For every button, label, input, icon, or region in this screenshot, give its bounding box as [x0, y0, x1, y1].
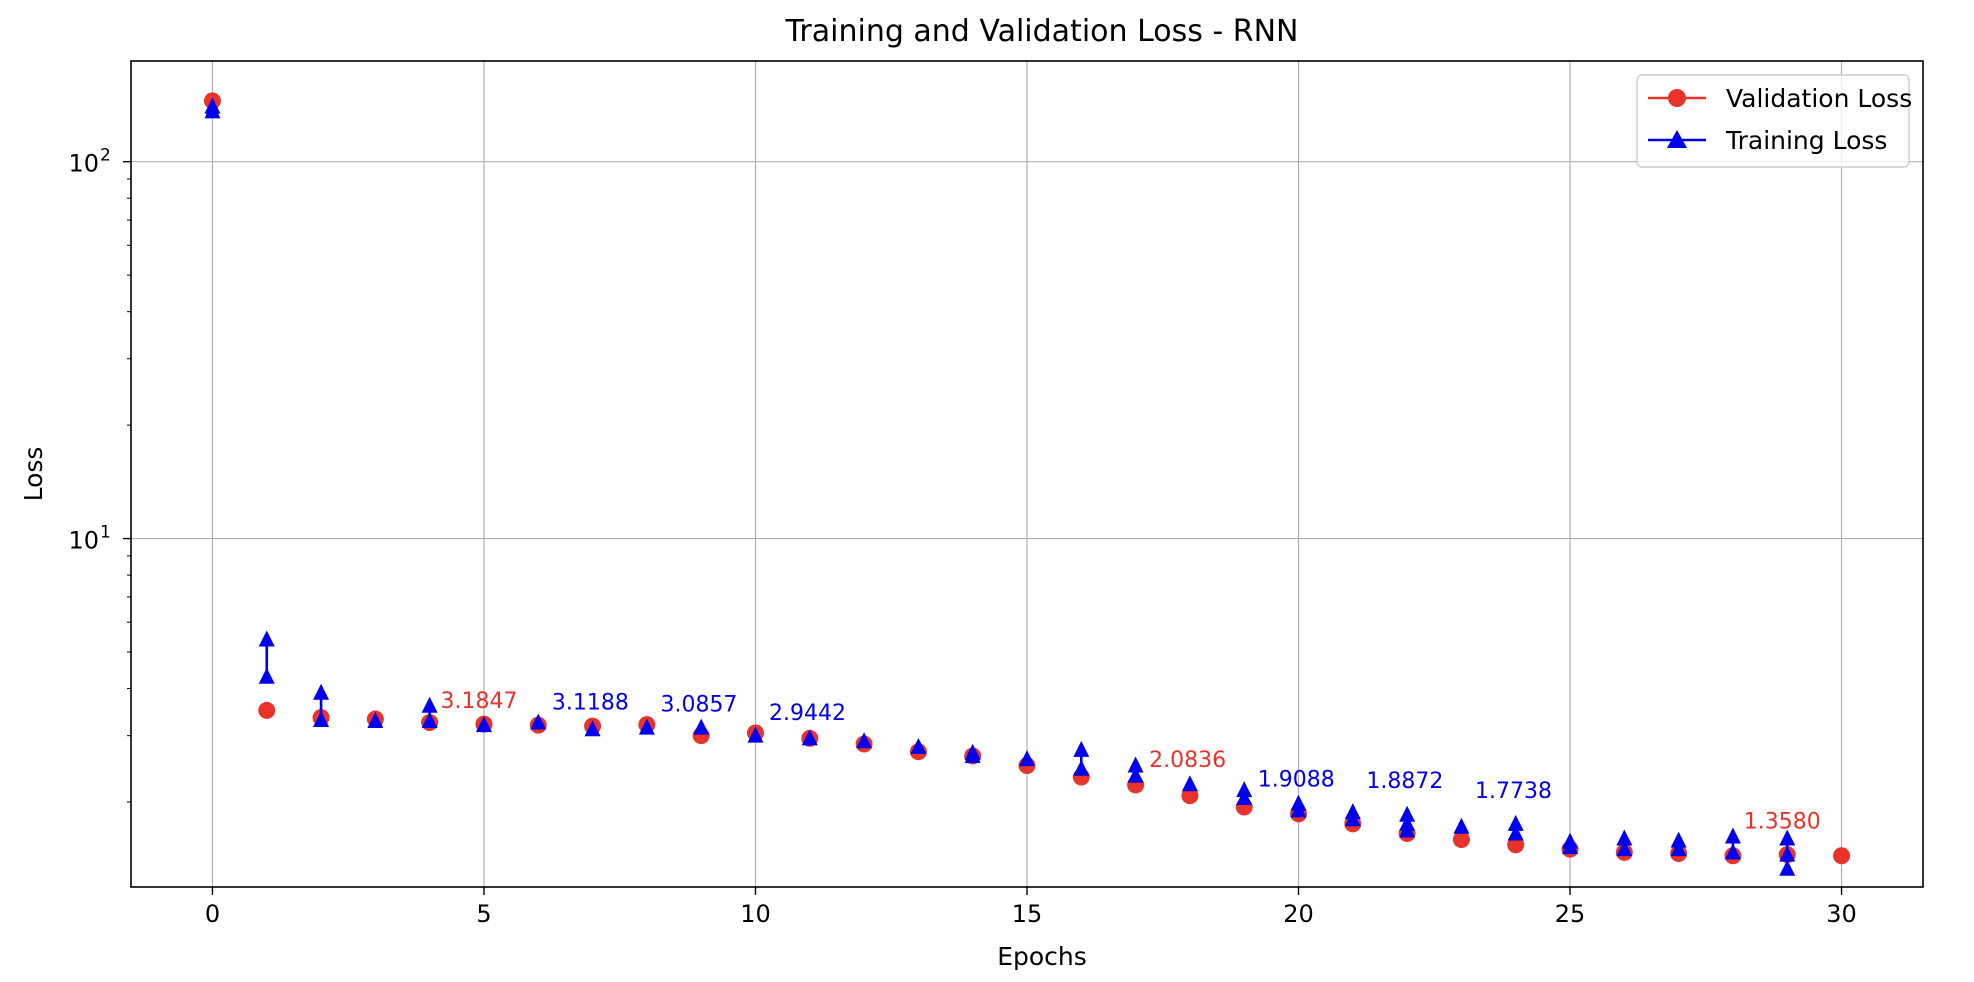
training-loss-point	[1344, 810, 1361, 827]
data-label: 1.7738	[1475, 779, 1552, 804]
training-loss-point	[1399, 805, 1416, 822]
y-tick-exponent: 2	[100, 146, 111, 166]
x-tick-label: 15	[1012, 900, 1043, 928]
legend-label-training: Training Loss	[1725, 126, 1887, 155]
data-label: 1.9088	[1258, 767, 1335, 792]
training-loss-point	[856, 732, 873, 749]
training-loss-point	[638, 718, 655, 735]
training-loss-point	[747, 726, 764, 743]
data-label: 3.0857	[660, 692, 737, 717]
training-loss-point	[1127, 756, 1144, 773]
y-axis-label: Loss	[19, 447, 48, 502]
training-loss-point	[204, 102, 221, 119]
validation-loss-point	[258, 701, 276, 719]
grid-lines	[131, 61, 1923, 887]
x-tick-label: 5	[476, 900, 491, 928]
data-label: 2.0836	[1149, 748, 1226, 773]
training-loss-point	[1399, 821, 1416, 838]
training-loss-point	[367, 712, 384, 729]
training-loss-point	[258, 667, 275, 684]
training-loss-point	[1779, 845, 1796, 862]
training-loss-point	[1453, 817, 1470, 834]
training-loss-point	[1779, 859, 1796, 876]
x-axis-label: Epochs	[997, 942, 1087, 971]
legend-label-validation: Validation Loss	[1726, 84, 1912, 113]
training-loss-point	[964, 746, 981, 763]
training-loss-point	[258, 630, 275, 647]
validation-loss-point	[1833, 847, 1851, 865]
annotations-layer: 3.1847 3.1188 3.0857 2.9442 2.0836 1.9088 1.88…	[441, 689, 1821, 835]
y-tick-label: 10	[68, 150, 99, 178]
legend-marker-validation	[1668, 89, 1686, 107]
validation-loss-point	[1181, 787, 1199, 805]
data-label: 3.1847	[441, 689, 518, 714]
x-tick-label: 30	[1826, 900, 1857, 928]
x-tick-label: 25	[1555, 900, 1586, 928]
data-label: 1.3580	[1744, 810, 1821, 835]
training-loss-point	[421, 696, 438, 713]
training-loss-point	[1127, 766, 1144, 783]
training-loss-point	[1616, 829, 1633, 846]
training-loss-point	[1779, 829, 1796, 846]
training-loss-point	[584, 720, 601, 737]
y-tick-label: 10	[68, 527, 99, 555]
training-loss-point	[1073, 740, 1090, 757]
data-label: 2.9442	[769, 701, 846, 726]
training-loss-point	[475, 716, 492, 733]
x-tick-label: 20	[1283, 900, 1314, 928]
training-loss-point	[421, 712, 438, 729]
training-loss-point	[1290, 801, 1307, 818]
data-label: 3.1188	[552, 690, 629, 715]
training-loss-point	[1019, 750, 1035, 767]
training-loss-point	[910, 737, 927, 754]
training-loss-point	[1670, 840, 1687, 857]
training-loss-point	[1236, 788, 1253, 805]
training-loss-point	[313, 711, 330, 728]
training-loss-point	[1073, 759, 1090, 776]
data-label: 1.8872	[1366, 769, 1443, 794]
training-loss-point	[1507, 814, 1524, 831]
series-layer	[203, 92, 1851, 876]
training-loss-point	[313, 683, 330, 700]
training-loss-point	[530, 713, 547, 730]
legend: Validation Loss Training Loss	[1636, 74, 1912, 168]
training-loss-point	[1724, 827, 1741, 844]
training-loss-point	[1670, 831, 1687, 848]
validation-loss-point	[1452, 831, 1470, 849]
x-tick-label: 10	[740, 900, 771, 928]
training-loss-point	[1181, 775, 1198, 792]
training-loss-point	[1616, 840, 1633, 857]
legend-marker-training	[1667, 130, 1687, 148]
training-loss-point	[1562, 837, 1579, 854]
training-loss-point	[1507, 824, 1524, 841]
training-loss-point	[1724, 843, 1741, 860]
training-loss-point	[693, 718, 710, 735]
validation-loss-point	[1507, 836, 1525, 854]
x-tick-label: 0	[205, 900, 220, 928]
training-loss-point	[801, 729, 818, 746]
chart-title: Training and Validation Loss - RNN	[785, 14, 1299, 49]
y-tick-exponent: 1	[100, 523, 111, 543]
